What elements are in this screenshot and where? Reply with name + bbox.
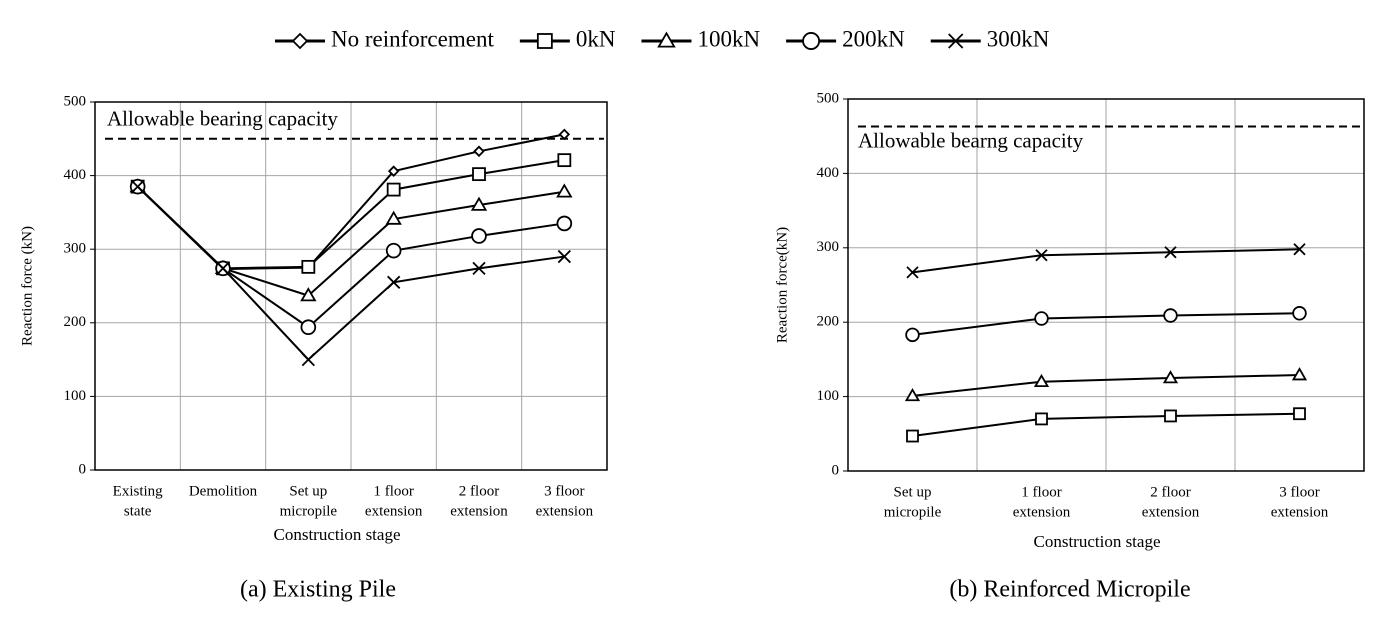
series-line [912,412,1300,438]
caption: (a) Existing Pile [240,577,396,603]
y-tick-label: 100 [64,388,87,404]
y-tick-label: 500 [64,93,87,109]
x-tick-label: 3 floor [544,483,584,499]
x-tick-label: micropile [280,503,338,519]
data-point [472,261,486,275]
data-point [470,196,488,211]
plot-frame [847,98,1365,472]
x-tick-label: 3 floor [1279,484,1319,500]
legend-label: No reinforcement [331,26,494,51]
data-point [300,319,317,336]
x-tick-label: 2 floor [1150,484,1190,500]
x-tick-label: 2 floor [459,483,499,499]
legend-label: 100kN [697,26,760,51]
legend-marker [291,32,309,50]
x-tick-label: Demolition [189,483,258,499]
data-point [1164,246,1177,259]
data-point [906,266,919,279]
data-point [387,275,401,289]
data-point [1292,306,1307,321]
legend-label: 300kN [987,26,1050,51]
data-point [905,327,920,343]
y-tick-label: 400 [817,165,840,181]
legend-marker [536,33,553,49]
data-point [1035,412,1048,426]
data-point [1035,249,1048,262]
data-point [1163,308,1178,323]
data-point [473,145,485,158]
annotation: Allowable bearing capacity [107,107,338,131]
data-point [1033,373,1050,388]
x-axis-label: Construction stage [273,525,400,544]
x-tick-label: extension [1271,504,1329,520]
series-line [136,185,565,362]
y-tick-label: 200 [817,314,840,330]
y-axis-label: Reaction force(kN) [774,227,790,343]
series-line [912,248,1300,274]
data-point [1162,370,1179,384]
data-point [471,228,487,244]
legend-label: 0kN [576,26,616,51]
y-tick-label: 500 [817,90,840,106]
x-tick-label: Set up [894,484,932,500]
data-point [558,128,571,141]
data-point [1293,407,1306,421]
y-tick-label: 200 [64,314,87,330]
x-tick-label: micropile [884,504,942,520]
x-tick-label: extension [1142,504,1200,520]
data-point [472,167,486,182]
data-point [385,242,402,259]
data-point [301,352,315,367]
x-tick-label: extension [450,503,508,519]
x-tick-label: state [124,503,152,519]
legend-marker [802,32,821,50]
data-point [301,259,316,274]
data-point [556,215,573,232]
legend-marker [948,33,964,49]
y-axis-label: Reaction force (kN) [19,226,35,346]
series-line [912,374,1300,397]
y-tick-label: 0 [832,462,840,478]
x-tick-label: Set up [289,483,327,499]
data-point [557,153,572,168]
data-point [386,182,401,197]
y-tick-label: 300 [817,239,840,255]
annotation: Allowable bearng capacity [858,128,1084,152]
x-tick-label: extension [365,503,423,519]
series-line [912,312,1300,336]
data-point [387,165,400,177]
data-point [385,210,402,225]
data-point [1293,243,1306,256]
data-point [300,287,317,302]
x-tick-label: 1 floor [373,483,413,499]
x-tick-label: extension [1013,504,1071,520]
data-point [906,429,919,443]
y-tick-label: 100 [817,388,840,404]
x-axis-label: Construction stage [1033,532,1160,551]
legend-label: 200kN [842,26,905,51]
legend-marker [657,31,676,48]
x-tick-label: 1 floor [1021,484,1061,500]
caption: (b) Reinforced Micropile [949,577,1190,603]
x-tick-label: extension [536,503,594,519]
data-point [557,249,571,264]
x-tick-label: Existing [113,483,164,499]
data-point [556,183,573,198]
data-point [131,180,145,194]
data-point [1034,311,1049,326]
y-tick-label: 0 [79,461,87,477]
y-tick-label: 400 [64,167,87,183]
data-point [904,388,921,402]
data-point [1291,367,1308,381]
y-tick-label: 300 [64,241,87,257]
data-point [1164,409,1177,423]
data-point [216,261,230,275]
plot-frame [94,101,608,471]
